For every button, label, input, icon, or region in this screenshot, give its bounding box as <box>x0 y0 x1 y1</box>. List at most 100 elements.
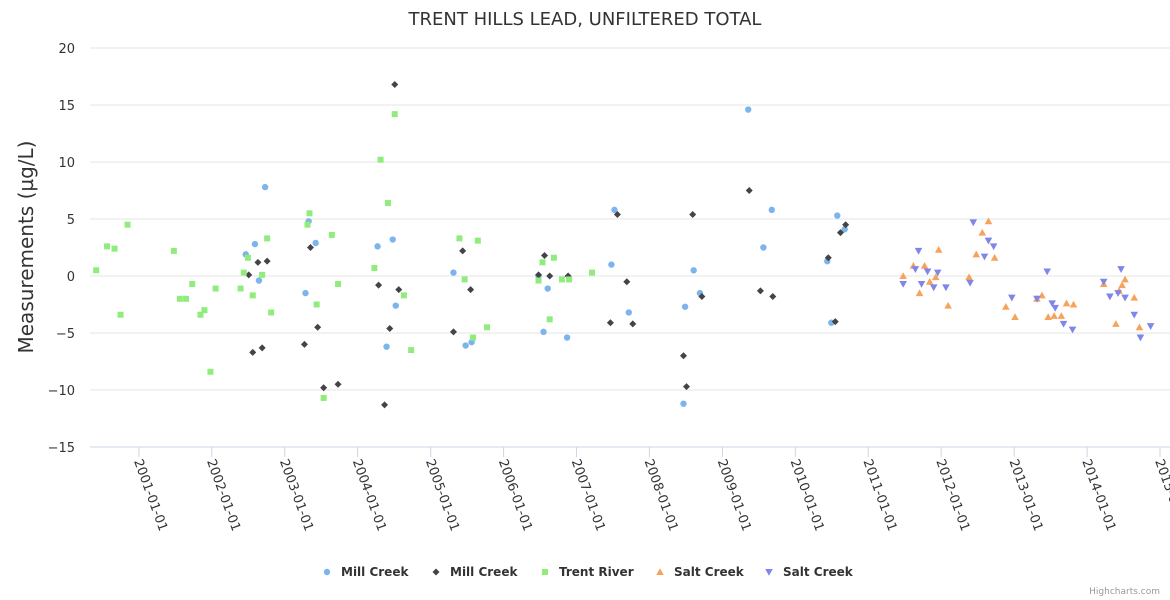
data-point <box>546 316 553 323</box>
y-tick-label: 15 <box>58 99 75 114</box>
data-point <box>462 342 469 349</box>
data-point <box>925 277 934 285</box>
legend-label: Mill Creek <box>341 565 409 579</box>
x-tick-label: 2009-01-01 <box>714 457 754 533</box>
data-point <box>320 394 327 401</box>
legend-label: Mill Creek <box>450 565 518 579</box>
data-point <box>841 226 848 233</box>
data-point <box>237 285 244 292</box>
data-point <box>1106 293 1114 301</box>
y-tick-label: −15 <box>48 441 75 456</box>
data-point <box>540 328 547 336</box>
x-tick-label: 2008-01-01 <box>641 457 681 533</box>
y-tick-label: 5 <box>67 213 75 228</box>
data-point <box>201 307 208 314</box>
data-point <box>374 243 381 250</box>
x-tick-label: 2013-01-01 <box>1005 457 1045 533</box>
data-point <box>197 311 204 318</box>
data-point <box>689 210 697 218</box>
data-point <box>980 253 989 261</box>
data-point <box>306 210 313 217</box>
data-point <box>990 253 999 261</box>
data-point <box>1008 294 1016 302</box>
data-point <box>320 384 328 392</box>
data-point <box>212 285 219 292</box>
data-point <box>965 273 973 281</box>
data-point <box>623 278 631 286</box>
data-point <box>408 347 415 354</box>
data-point <box>834 212 841 219</box>
data-point <box>756 287 764 295</box>
legend-symbol <box>765 569 773 576</box>
data-point <box>1099 278 1108 286</box>
x-tick-label: 2003-01-01 <box>276 457 316 533</box>
data-point <box>1059 320 1068 328</box>
data-point <box>1002 302 1010 310</box>
data-point <box>400 292 407 299</box>
data-point <box>824 254 832 262</box>
data-point <box>391 80 399 88</box>
legend-item[interactable]: Trent River <box>542 565 634 579</box>
data-point <box>335 280 342 287</box>
x-tick-label: 2002-01-01 <box>203 457 243 533</box>
data-point <box>1130 293 1139 301</box>
y-axis-label: Measurements (µg/L) <box>14 141 38 354</box>
data-point <box>760 244 767 251</box>
data-point <box>546 272 554 280</box>
credits-link[interactable]: Highcharts.com <box>1089 587 1160 597</box>
data-point <box>255 277 263 284</box>
data-point <box>914 247 923 255</box>
data-point <box>261 183 269 191</box>
data-point <box>680 400 687 407</box>
data-point <box>1057 312 1066 319</box>
data-point <box>474 237 481 244</box>
data-point <box>1117 266 1125 273</box>
legend-item[interactable]: Salt Creek <box>765 565 854 579</box>
data-point <box>589 269 596 276</box>
data-point <box>304 221 311 228</box>
data-point <box>842 221 850 229</box>
data-point <box>1121 294 1129 302</box>
legend-item[interactable]: Mill Creek <box>432 565 519 579</box>
data-point <box>544 285 551 292</box>
y-tick-label: −10 <box>48 384 75 399</box>
data-point <box>613 210 621 218</box>
data-point <box>984 217 993 225</box>
data-point <box>745 106 752 113</box>
x-tick-label: 2001-01-01 <box>130 457 170 533</box>
data-point <box>381 401 389 409</box>
data-point <box>1069 300 1078 308</box>
data-point <box>183 295 190 302</box>
data-point <box>606 319 614 327</box>
data-point <box>1068 326 1077 334</box>
legend-item[interactable]: Salt Creek <box>656 565 745 579</box>
legend: Mill Creek Mill Creek Trent River Salt Cree… <box>323 565 854 579</box>
data-point <box>920 261 929 269</box>
data-point <box>915 289 924 297</box>
legend-label: Salt Creek <box>783 565 854 579</box>
series-3 <box>899 217 1144 331</box>
data-point <box>312 239 319 247</box>
data-point <box>461 276 468 283</box>
y-tick-label: 10 <box>58 156 75 171</box>
data-point <box>539 259 546 266</box>
data-point <box>966 279 974 287</box>
data-point <box>1121 275 1129 283</box>
data-point <box>176 295 183 302</box>
data-point <box>836 229 844 237</box>
data-point <box>768 206 775 214</box>
data-point <box>240 269 247 276</box>
data-point <box>1048 300 1056 308</box>
legend-item[interactable]: Mill Creek <box>323 565 410 579</box>
data-point <box>769 293 777 301</box>
data-point <box>1146 323 1155 330</box>
data-point <box>972 250 981 258</box>
data-point <box>683 383 691 391</box>
data-point <box>249 292 256 299</box>
data-point <box>681 303 689 310</box>
data-point <box>254 258 262 266</box>
data-point <box>1136 334 1145 342</box>
x-tick-label: 2007-01-01 <box>568 457 608 533</box>
